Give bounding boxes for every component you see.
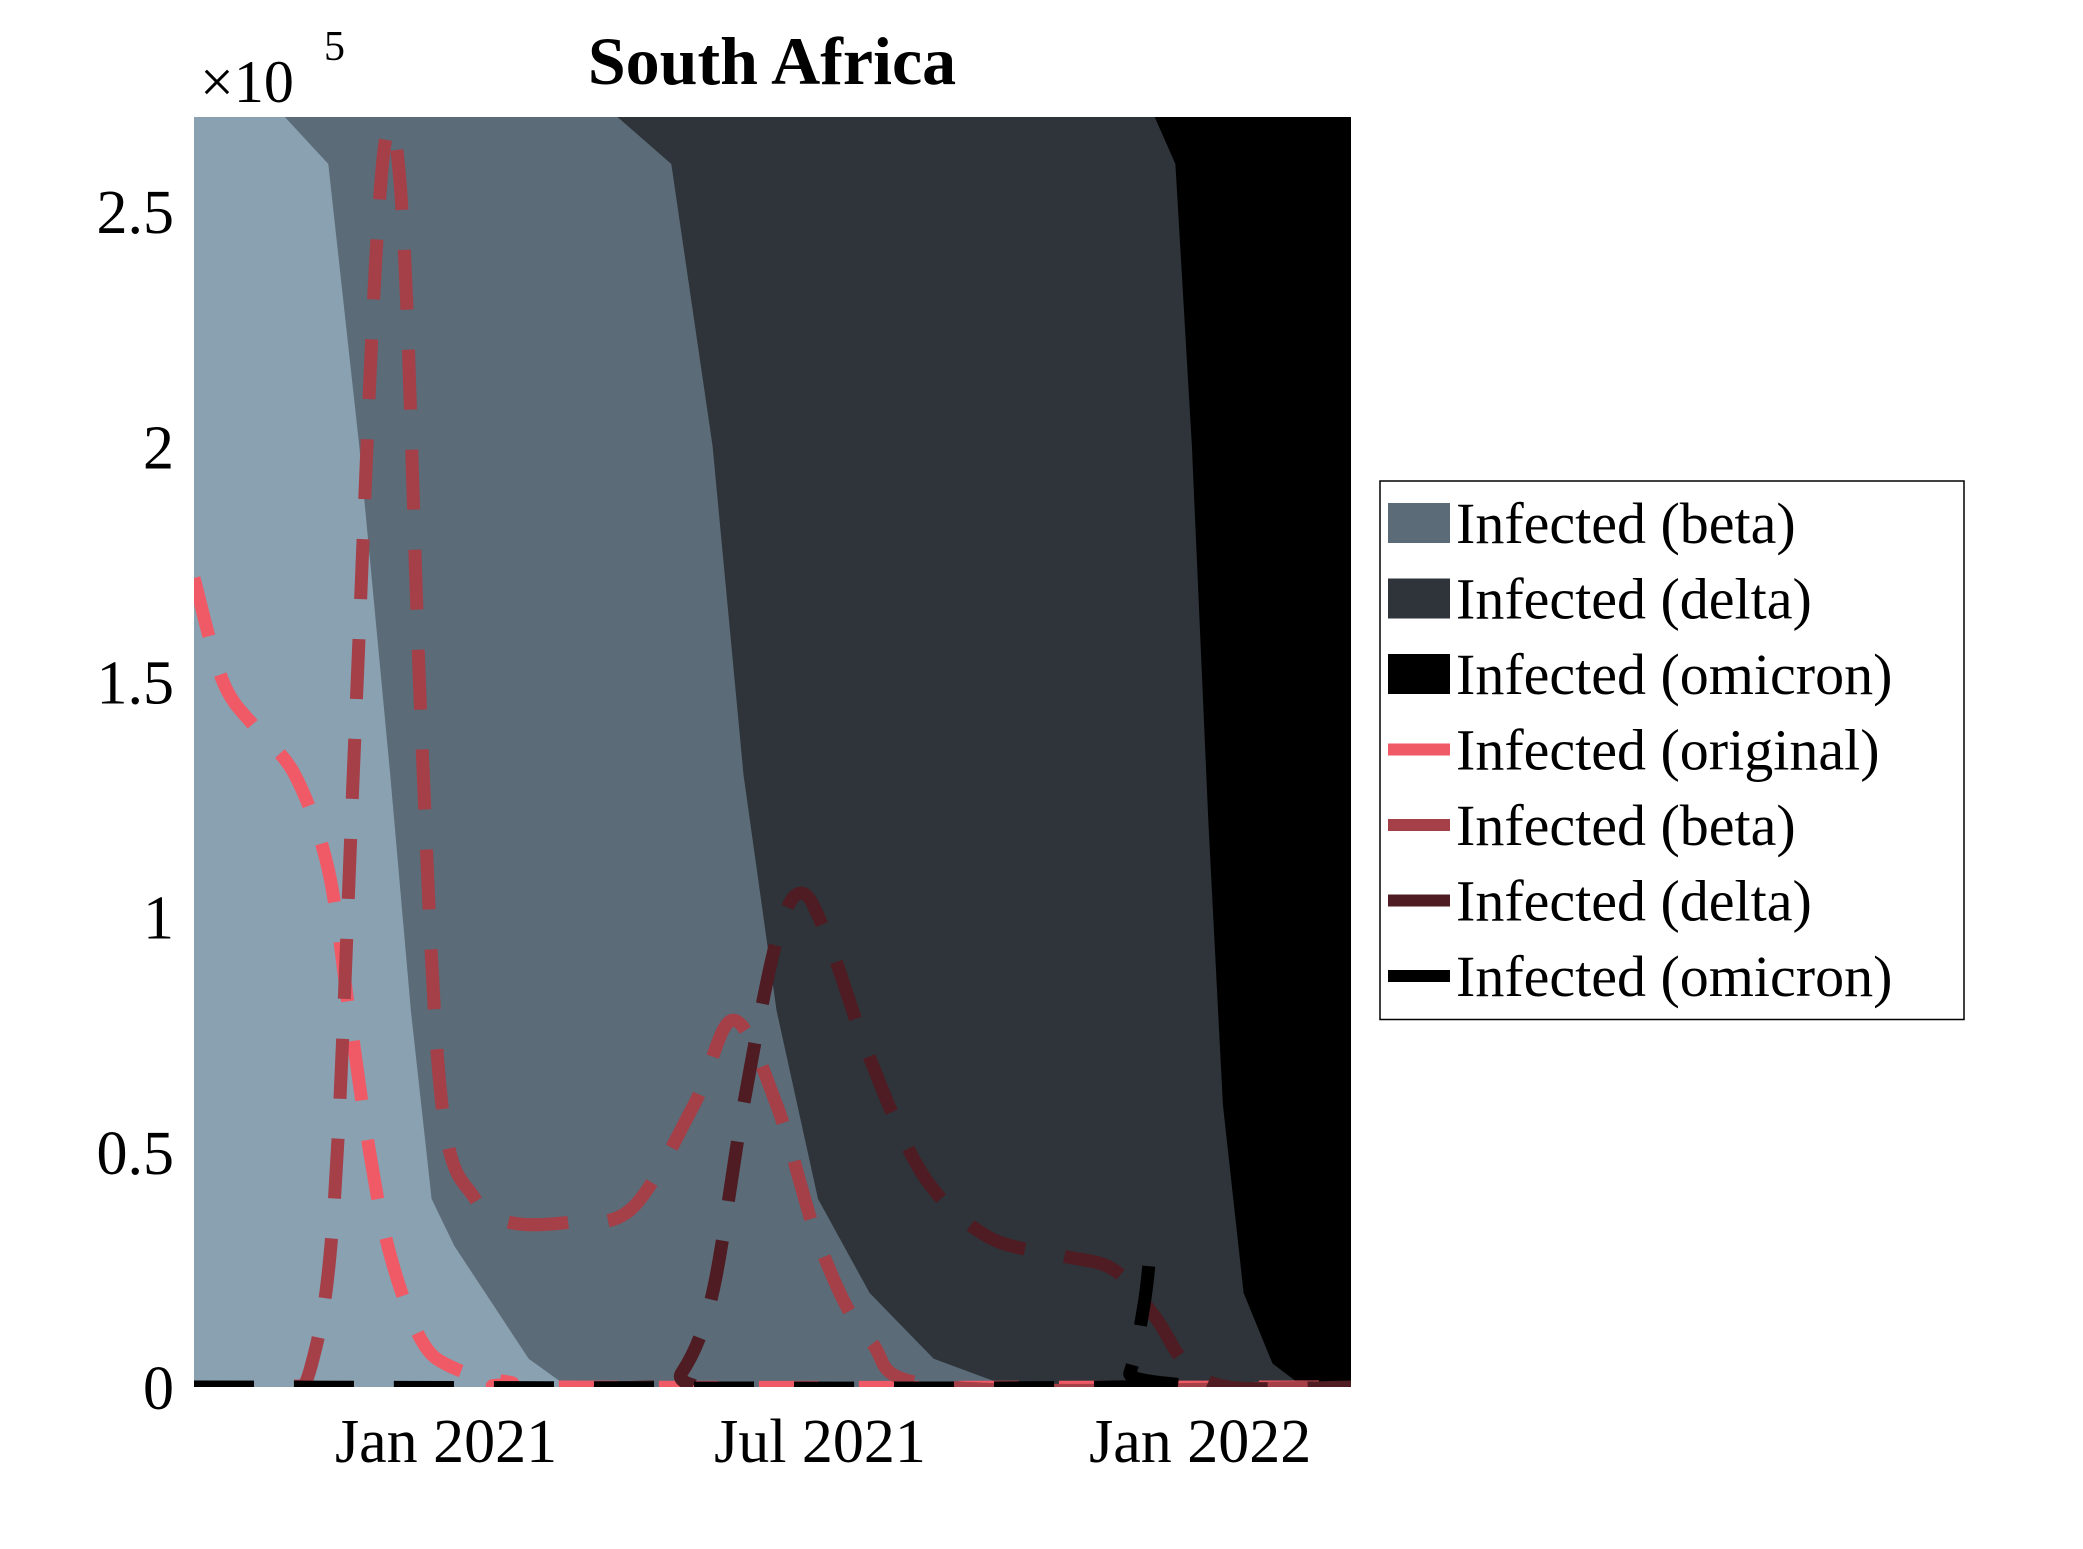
legend-label: Infected (beta) <box>1456 491 1796 556</box>
y-tick-label: 0.5 <box>97 1120 175 1188</box>
y-multiplier-exponent: 5 <box>324 24 345 70</box>
y-tick-label: 2 <box>143 414 174 482</box>
y-tick-label: 2.5 <box>97 179 175 247</box>
legend-entry: Infected (original) <box>1388 718 1880 783</box>
line-infected-omicron <box>194 1245 1193 1387</box>
area-infected-delta <box>617 117 1351 1387</box>
legend-entry: Infected (delta) <box>1388 869 1812 934</box>
legend-label: Infected (omicron) <box>1456 642 1892 707</box>
legend-swatch <box>1388 578 1450 619</box>
legend-entry: Infected (beta) <box>1388 491 1796 556</box>
legend-entry: Infected (beta) <box>1388 793 1796 858</box>
legend-swatch <box>1388 654 1450 694</box>
x-tick-label: Jan 2021 <box>335 1408 557 1476</box>
line-infected-delta <box>194 886 1351 1387</box>
y-tick-label: 0 <box>143 1355 174 1423</box>
line-infected-beta <box>194 119 1351 1387</box>
y-tick-label: 1.5 <box>97 649 175 717</box>
x-axis-ticks: Jan 2021 Jul 2021 Jan 2022 <box>335 1408 1311 1476</box>
legend-entry: Infected (omicron) <box>1388 642 1892 707</box>
legend-entry: Infected (delta) <box>1388 567 1812 632</box>
x-tick-label: Jan 2022 <box>1089 1408 1311 1476</box>
legend-label: Infected (omicron) <box>1456 944 1892 1009</box>
plot-areas <box>194 117 1351 1387</box>
y-tick-label: 1 <box>143 885 174 953</box>
legend-label: Infected (original) <box>1456 718 1880 783</box>
x-tick-label: Jul 2021 <box>714 1408 926 1476</box>
legend-swatch <box>1388 503 1450 543</box>
legend-label: Infected (delta) <box>1456 567 1812 632</box>
legend-label: Infected (delta) <box>1456 869 1812 934</box>
legend-label: Infected (beta) <box>1456 793 1796 858</box>
legend: Infected (beta) Infected (delta) Infected … <box>1379 480 1965 1021</box>
chart-title: South Africa <box>588 23 956 99</box>
y-axis-ticks: 0 0.5 1 1.5 2 2.5 <box>97 179 175 1423</box>
legend-entry: Infected (omicron) <box>1388 944 1892 1009</box>
y-multiplier-base: ×10 <box>200 49 294 115</box>
plot-lines <box>194 119 1351 1387</box>
legend-box <box>1379 480 1965 1021</box>
y-multiplier: ×10 5 <box>200 24 345 115</box>
area-infected-omicron <box>1154 117 1351 1387</box>
